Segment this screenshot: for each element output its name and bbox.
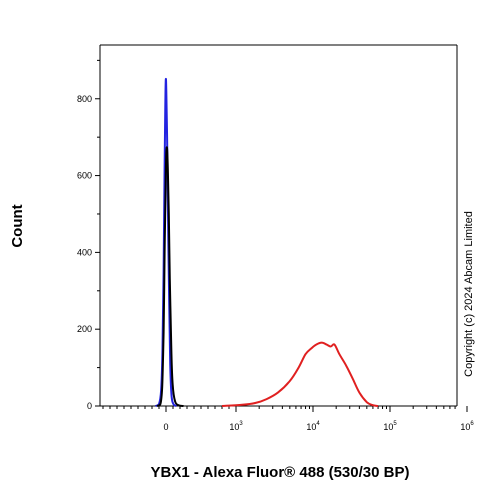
x-tick-label-10000: 104 — [306, 421, 320, 432]
histogram-series-0 — [155, 77, 178, 407]
y-axis-title: Count — [9, 204, 26, 247]
x-tick-label-100000: 105 — [383, 421, 397, 432]
y-tick-label-0: 0 — [87, 401, 92, 411]
y-tick-label-200: 200 — [77, 324, 92, 334]
x-tick-label-1000000: 106 — [460, 421, 474, 432]
y-axis-ticks: 0 200 400 600 800 — [77, 59, 100, 411]
x-tick-label-0: 0 — [163, 422, 168, 432]
histogram-series-2 — [221, 341, 379, 407]
copyright-annotation: Copyright (c) 2024 Abcam Limited — [463, 211, 475, 377]
plot-frame — [99, 44, 458, 407]
histogram-series-1 — [156, 146, 184, 407]
x-axis-ticks: 0 103 104 105 106 — [102, 406, 474, 432]
y-tick-label-400: 400 — [77, 247, 92, 257]
y-tick-label-600: 600 — [77, 171, 92, 181]
x-axis-title: YBX1 - Alexa Fluor® 488 (530/30 BP) — [151, 464, 410, 481]
x-tick-label-1000: 103 — [229, 421, 243, 432]
y-tick-label-800: 800 — [77, 94, 92, 104]
histogram-series — [155, 77, 379, 407]
